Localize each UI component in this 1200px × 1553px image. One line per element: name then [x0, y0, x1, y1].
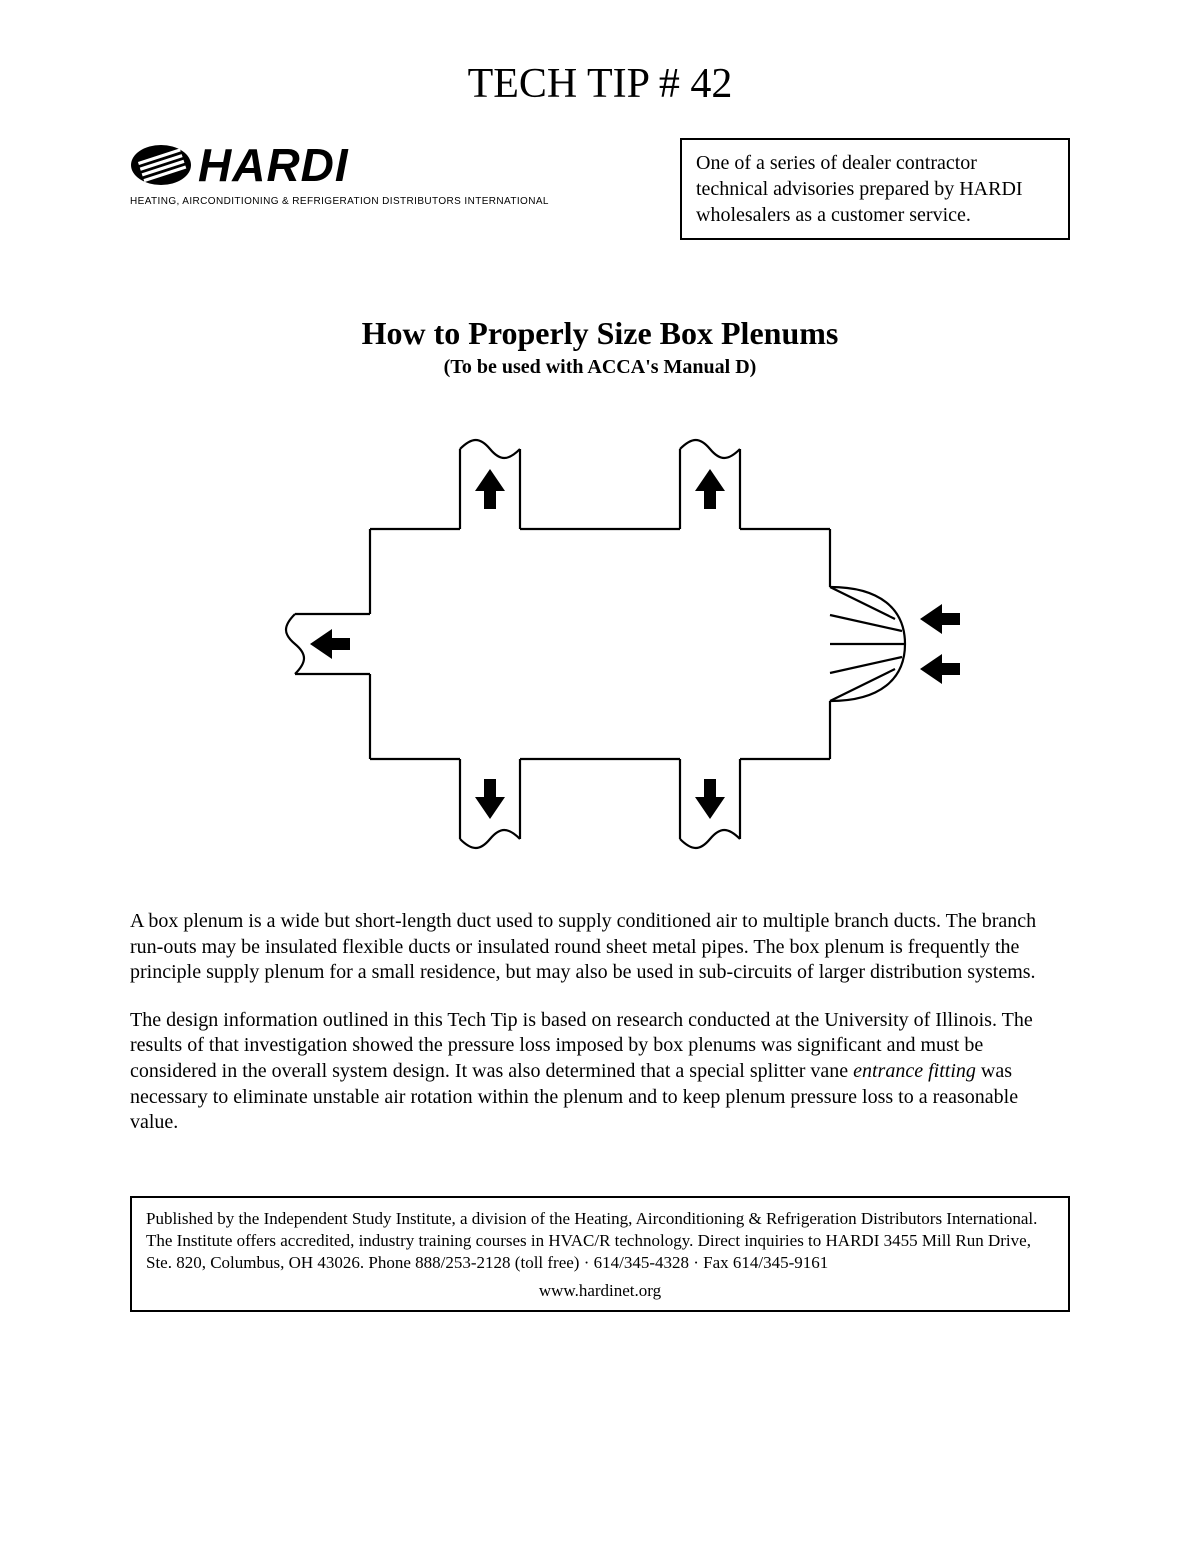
hardi-logo-icon — [130, 143, 192, 187]
footer-box: Published by the Independent Study Insti… — [130, 1196, 1070, 1312]
footer-text: Published by the Independent Study Insti… — [146, 1208, 1054, 1274]
logo-main: HARDI — [130, 138, 570, 192]
article-subtitle: (To be used with ACCA's Manual D) — [130, 356, 1070, 379]
diagram-container — [130, 409, 1070, 879]
logo-brand-text: HARDI — [198, 138, 349, 192]
paragraph-1: A box plenum is a wide but short-length … — [130, 909, 1070, 986]
article-title: How to Properly Size Box Plenums — [130, 315, 1070, 352]
logo-tagline: HEATING, AIRCONDITIONING & REFRIGERATION… — [130, 196, 570, 207]
intro-box: One of a series of dealer contractor tec… — [680, 138, 1070, 240]
header-row: HARDI HEATING, AIRCONDITIONING & REFRIGE… — [130, 138, 1070, 240]
logo-block: HARDI HEATING, AIRCONDITIONING & REFRIGE… — [130, 138, 570, 207]
para2-italic: entrance fitting — [853, 1060, 976, 1082]
paragraph-2: The design information outlined in this … — [130, 1008, 1070, 1136]
plenum-diagram — [240, 409, 960, 879]
doc-title: TECH TIP # 42 — [130, 60, 1070, 108]
footer-url: www.hardinet.org — [146, 1280, 1054, 1302]
